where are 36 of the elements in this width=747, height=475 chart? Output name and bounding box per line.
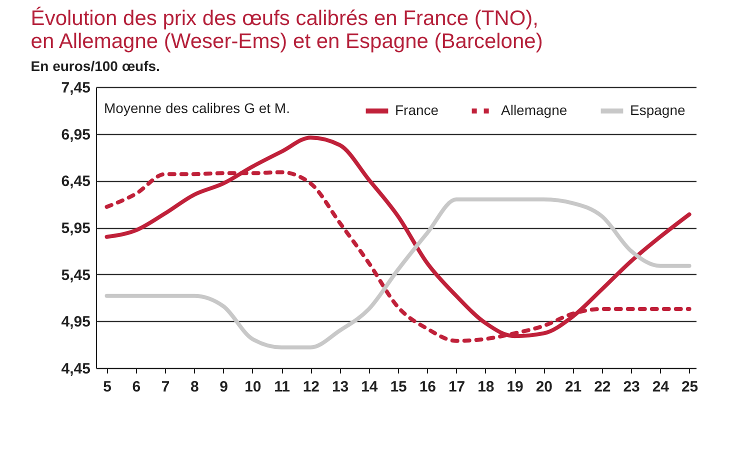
y-tick-label: 7,45: [61, 80, 90, 96]
x-tick-label: 23: [623, 378, 640, 396]
x-tick-label: 20: [536, 378, 553, 396]
x-tick-label: 5: [103, 378, 112, 396]
y-tick-label: 4,45: [61, 360, 90, 378]
x-tick-label: 25: [681, 378, 698, 396]
annotation: Moyenne des calibres G et M.: [104, 100, 290, 116]
x-tick-label: 9: [220, 378, 228, 396]
x-tick-label: 7: [161, 378, 170, 396]
line-series: [104, 197, 692, 350]
x-tick-label: 14: [361, 378, 378, 396]
x-tick-label: 21: [564, 378, 582, 396]
x-tick-label: 6: [132, 378, 141, 396]
y-tick-label: 6,95: [61, 126, 90, 144]
legend-label: France: [395, 102, 439, 118]
text: en Allemagne (Weser-Ems) et en Espagne (Barcelone): [30, 30, 543, 53]
y-tick-label: 4,95: [61, 314, 90, 331]
y-tick-label: 5,95: [61, 220, 90, 237]
x-tick-label: 12: [302, 378, 320, 396]
x-tick-label: 10: [244, 378, 262, 396]
x-tick-label: 24: [652, 378, 670, 396]
x-tick-label: 18: [478, 378, 494, 396]
x-tick-label: 17: [448, 378, 466, 396]
y-tick-label: 5,45: [61, 266, 90, 284]
y-tick-label: 6,45: [61, 173, 90, 190]
x-tick-label: 13: [332, 378, 349, 396]
x-tick-label: 16: [419, 378, 436, 396]
x-tick-label: 19: [506, 378, 524, 396]
y-axis-title: En euros/100 œufs.: [30, 58, 160, 74]
text: Évolution des prix des œufs calibrés en France (TNO),: [30, 7, 538, 30]
x-tick-label: 11: [274, 378, 290, 396]
legend-label: Allemagne: [501, 102, 568, 118]
x-tick-label: 8: [190, 378, 199, 396]
x-tick-label: 15: [390, 378, 407, 396]
legend-label: Espagne: [630, 102, 686, 118]
x-tick-label: 22: [594, 378, 611, 396]
